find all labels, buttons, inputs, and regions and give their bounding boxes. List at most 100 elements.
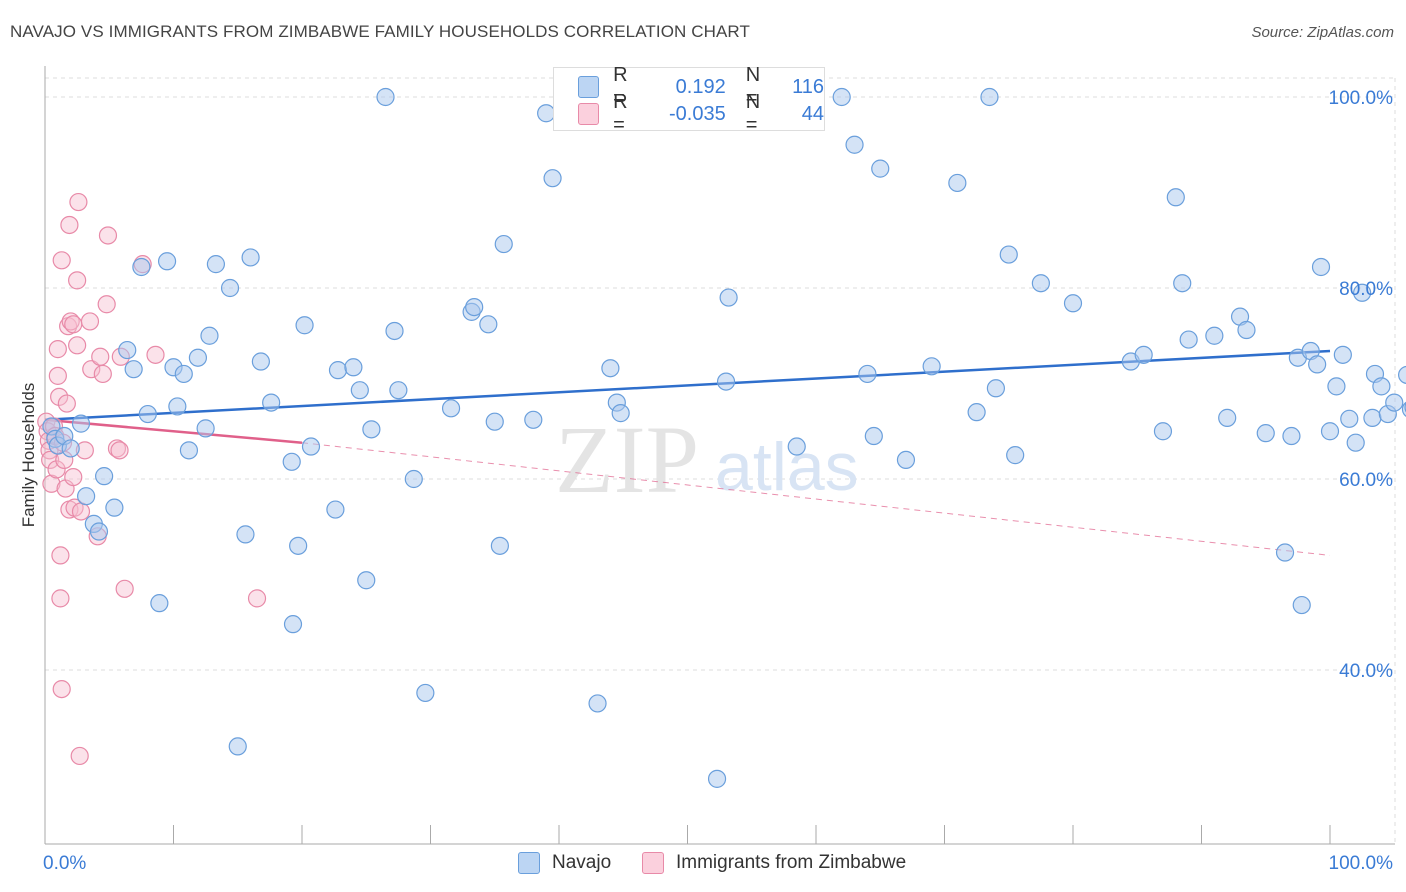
zimbabwe-point [110, 441, 129, 460]
n-value: 116 [792, 75, 824, 98]
navajo-point [357, 571, 376, 590]
navajo-point [77, 487, 96, 506]
navajo-point [832, 87, 851, 107]
zimbabwe-point [71, 502, 91, 521]
legend-row-zimbabwe: R = -0.035 N = 44 [578, 91, 824, 136]
navajo-point [1320, 422, 1340, 441]
navajo-point [948, 173, 967, 193]
navajo-point [385, 321, 404, 341]
navajo-point [206, 255, 226, 274]
navajo-point [1327, 377, 1346, 396]
navajo-trend-line [44, 349, 1331, 422]
navajo-point [1340, 409, 1359, 428]
navajo-point [845, 135, 864, 154]
zimbabwe-point [247, 589, 267, 608]
legend-item-navajo: Navajo [518, 852, 611, 874]
navajo-point [301, 437, 321, 456]
y-tick-label: 100.0% [1329, 88, 1394, 109]
navajo-point [1308, 355, 1327, 374]
navajo-point [124, 360, 143, 379]
navajo-point [1218, 408, 1237, 427]
navajo-point [490, 536, 509, 555]
navajo-point [494, 234, 513, 254]
legend-label-zimbabwe: Immigrants from Zimbabwe [676, 852, 907, 873]
legend-item-zimbabwe: Immigrants from Zimbabwe [642, 852, 906, 874]
navajo-point [150, 594, 169, 613]
navajo-point [1205, 326, 1224, 345]
axes [44, 66, 1395, 845]
zimbabwe-point [48, 340, 67, 359]
navajo-swatch [578, 76, 600, 98]
navajo-point [1006, 446, 1025, 465]
navajo-point [71, 414, 91, 433]
navajo-point [350, 381, 369, 400]
zimbabwe-trend-extension [301, 442, 1331, 556]
navajo-point [601, 359, 620, 378]
zimbabwe-point [115, 579, 134, 598]
r-label: R = [613, 91, 628, 136]
zimbabwe-point [41, 450, 60, 469]
navajo-point [1385, 393, 1404, 412]
zimbabwe-point [51, 589, 70, 608]
navajo-point [980, 87, 999, 107]
navajo-point [716, 372, 736, 391]
navajo-point [262, 393, 281, 412]
navajo-point [404, 469, 423, 489]
navajo-point [1275, 543, 1295, 562]
navajo-point [236, 525, 255, 544]
x-tick-label-max: 100.0% [1329, 853, 1394, 874]
navajo-point [1237, 320, 1256, 340]
zimbabwe-point [91, 347, 110, 366]
navajo-point [1346, 433, 1365, 452]
navajo-point [1063, 294, 1083, 313]
r-value: -0.035 [669, 102, 726, 125]
navajo-point [465, 298, 484, 317]
y-tick-label: 40.0% [1339, 661, 1393, 682]
zimbabwe-point [51, 546, 70, 565]
zimbabwe-point [52, 251, 71, 270]
navajo-point [858, 364, 877, 384]
zimbabwe-point [98, 226, 118, 245]
navajo-point [967, 403, 986, 422]
navajo-point [1398, 365, 1406, 384]
navajo-point [1282, 426, 1301, 446]
navajo-point [376, 87, 395, 107]
navajo-point [416, 683, 435, 703]
y-axis-label: Family Households [19, 383, 38, 528]
zimbabwe-point [68, 336, 87, 355]
zimbabwe-point [48, 366, 67, 385]
zimbabwe-point [80, 312, 100, 331]
zimbabwe-point [70, 746, 89, 766]
navajo-point [441, 399, 461, 418]
navajo-point [89, 522, 109, 541]
navajo-point [864, 426, 883, 446]
x-tick-label-min: 0.0% [43, 853, 86, 874]
navajo-point [179, 441, 199, 460]
zimbabwe-point [69, 192, 88, 212]
navajo-point [241, 248, 260, 267]
navajo-point [344, 358, 363, 377]
navajo-point [485, 412, 504, 431]
navajo-point [1256, 424, 1275, 443]
navajo-point [1031, 274, 1050, 293]
watermark-atlas: atlas [715, 429, 859, 505]
navajo-point [1173, 274, 1192, 293]
navajo-point [611, 404, 630, 423]
zimbabwe-swatch [578, 103, 600, 125]
navajo-point [220, 278, 240, 298]
zimbabwe-point [97, 295, 116, 314]
navajo-point [95, 467, 114, 486]
zimbabwe-point [52, 679, 71, 699]
zimbabwe-point [42, 474, 61, 493]
r-label: R = [613, 64, 628, 109]
navajo-point [61, 439, 80, 458]
navajo-point [871, 159, 890, 178]
zimbabwe-point [60, 215, 79, 235]
navajo-point [282, 452, 301, 471]
zimbabwe-point [47, 460, 66, 479]
navajo-point [168, 397, 187, 416]
navajo-point [196, 419, 215, 438]
navajo-point [787, 437, 806, 456]
navajo-point [896, 450, 916, 469]
legend-label-navajo: Navajo [552, 852, 612, 873]
